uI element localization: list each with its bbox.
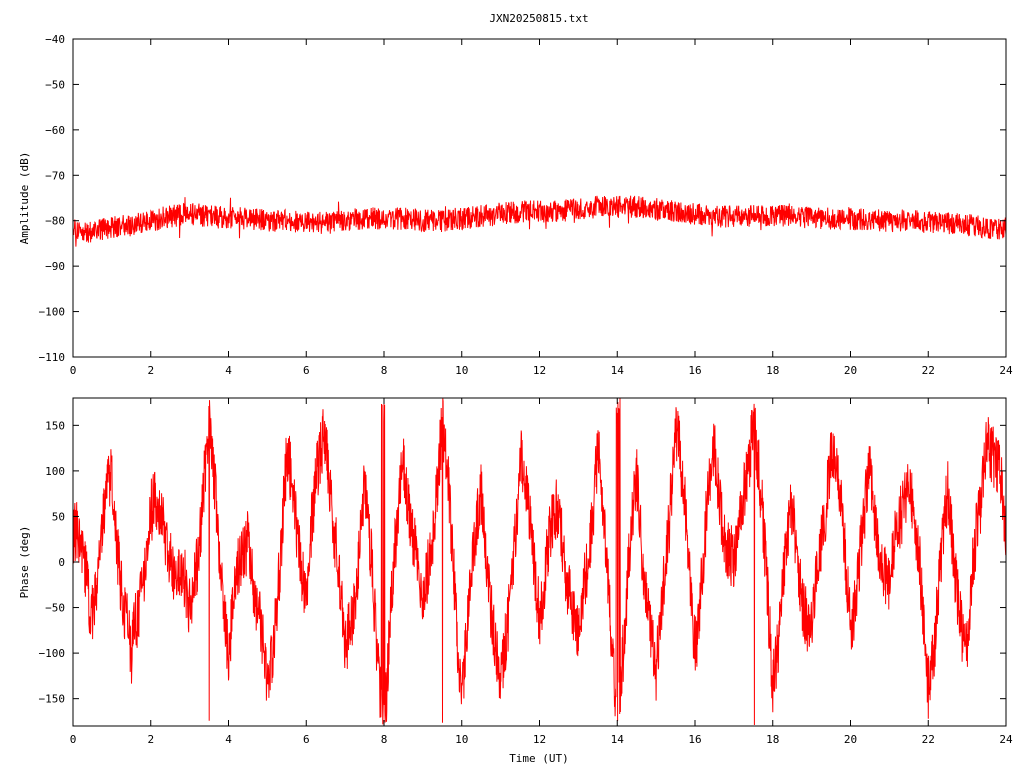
amplitude-series-line — [72, 195, 1007, 247]
x-tick-label: 16 — [688, 733, 701, 746]
phase-y-axis-label: Phase (deg) — [18, 526, 31, 599]
x-tick-label: 18 — [766, 364, 779, 377]
phase-panel: 0 2 4 6 8 10 12 14 16 18 20 22 24150100500−50−100−15… — [18, 397, 1013, 765]
x-tick-label: 6 — [303, 364, 310, 377]
x-tick-label: 16 — [688, 364, 701, 377]
x-tick-label: 8 — [381, 364, 388, 377]
phase-series-line — [72, 398, 1007, 726]
x-tick-label: 20 — [844, 364, 857, 377]
y-tick-label: −50 — [45, 602, 65, 615]
y-tick-label: −70 — [45, 169, 65, 182]
amplitude-plot-frame — [72, 38, 1007, 358]
x-tick-label: 24 — [999, 733, 1013, 746]
x-tick-label: 8 — [381, 733, 388, 746]
amplitude-axis-ticks: 0 2 4 6 8 10 12 14 16 18 20 22 24−40−50−60−70−80−90−… — [39, 33, 1013, 377]
x-tick-label: 20 — [844, 733, 857, 746]
x-tick-label: 10 — [455, 364, 468, 377]
x-tick-label: 14 — [611, 364, 625, 377]
y-tick-label: 50 — [52, 510, 65, 523]
y-tick-label: −90 — [45, 260, 65, 273]
x-tick-label: 0 — [70, 733, 77, 746]
x-tick-label: 12 — [533, 364, 546, 377]
amplitude-panel: 0 2 4 6 8 10 12 14 16 18 20 22 24−40−50−60−70−80−90−… — [18, 33, 1013, 377]
x-tick-label: 18 — [766, 733, 779, 746]
y-tick-label: −110 — [39, 351, 66, 364]
x-axis-label: Time (UT) — [509, 752, 569, 765]
y-tick-label: −100 — [39, 647, 66, 660]
y-tick-label: 150 — [45, 419, 65, 432]
y-tick-label: −50 — [45, 78, 65, 91]
x-tick-label: 22 — [922, 733, 935, 746]
x-tick-label: 22 — [922, 364, 935, 377]
amplitude-y-axis-label: Amplitude (dB) — [18, 152, 31, 245]
x-tick-label: 4 — [225, 733, 232, 746]
phase-series-group — [72, 398, 1007, 726]
amplitude-series-group — [72, 195, 1007, 247]
x-tick-label: 6 — [303, 733, 310, 746]
x-tick-label: 10 — [455, 733, 468, 746]
x-tick-label: 14 — [611, 733, 625, 746]
x-tick-label: 12 — [533, 733, 546, 746]
y-tick-label: −40 — [45, 33, 65, 46]
y-tick-label: −150 — [39, 693, 66, 706]
phase-axis-ticks: 0 2 4 6 8 10 12 14 16 18 20 22 24150100500−50−100−15… — [39, 398, 1013, 746]
x-tick-label: 24 — [999, 364, 1013, 377]
x-tick-label: 4 — [225, 364, 232, 377]
y-tick-label: −60 — [45, 124, 65, 137]
y-tick-label: −80 — [45, 215, 65, 228]
x-tick-label: 2 — [147, 364, 154, 377]
chart-title: JXN20250815.txt — [489, 12, 588, 25]
y-tick-label: −100 — [39, 306, 66, 319]
x-tick-label: 2 — [147, 733, 154, 746]
y-tick-label: 100 — [45, 465, 65, 478]
y-tick-label: 0 — [58, 556, 65, 569]
x-tick-label: 0 — [70, 364, 77, 377]
